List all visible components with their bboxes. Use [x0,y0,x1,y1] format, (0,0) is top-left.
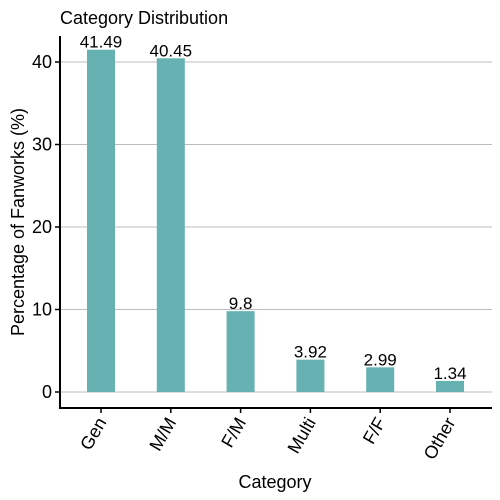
bar-other [436,380,464,392]
x-tick-label: M/M [145,414,180,454]
y-tick-label: 40 [32,52,52,72]
x-axis-ticks: Gen M/M F/M Multi F/F Other [76,408,459,463]
bar-value-label: 1.34 [433,364,466,383]
bar-f-m [226,311,255,392]
bar-value-label: 9.8 [229,294,253,313]
bar-value-label: 2.99 [364,350,397,369]
bar-multi [296,359,325,392]
y-axis-ticks: 0 10 20 30 40 [32,52,60,402]
x-tick-label: F/M [217,414,250,451]
y-tick-label: 10 [32,300,52,320]
x-tick-label: F/F [359,414,390,447]
y-tick-label: 0 [42,382,52,402]
bars [87,49,464,393]
x-axis-title: Category [238,472,311,492]
bar-value-label: 41.49 [80,33,123,52]
y-tick-label: 20 [32,217,52,237]
bar-m-m [156,58,185,392]
bar-value-label: 40.45 [150,41,193,60]
gridlines [60,61,492,393]
bar-f-f [366,367,395,392]
bar-gen [87,49,115,393]
chart-title: Category Distribution [60,8,228,28]
y-axis-title: Percentage of Fanworks (%) [8,108,28,336]
x-tick-label: Gen [76,414,110,453]
x-tick-label: Other [420,414,460,463]
bar-value-labels: 41.49 40.45 9.8 3.92 2.99 1.34 [80,33,467,383]
x-tick-label: Multi [284,414,320,457]
y-tick-label: 30 [32,135,52,155]
bar-value-label: 3.92 [294,343,327,362]
